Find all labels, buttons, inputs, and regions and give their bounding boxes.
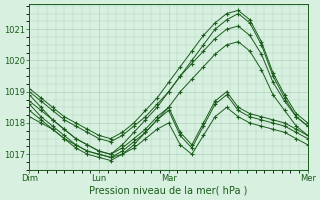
X-axis label: Pression niveau de la mer( hPa ): Pression niveau de la mer( hPa ): [90, 186, 248, 196]
